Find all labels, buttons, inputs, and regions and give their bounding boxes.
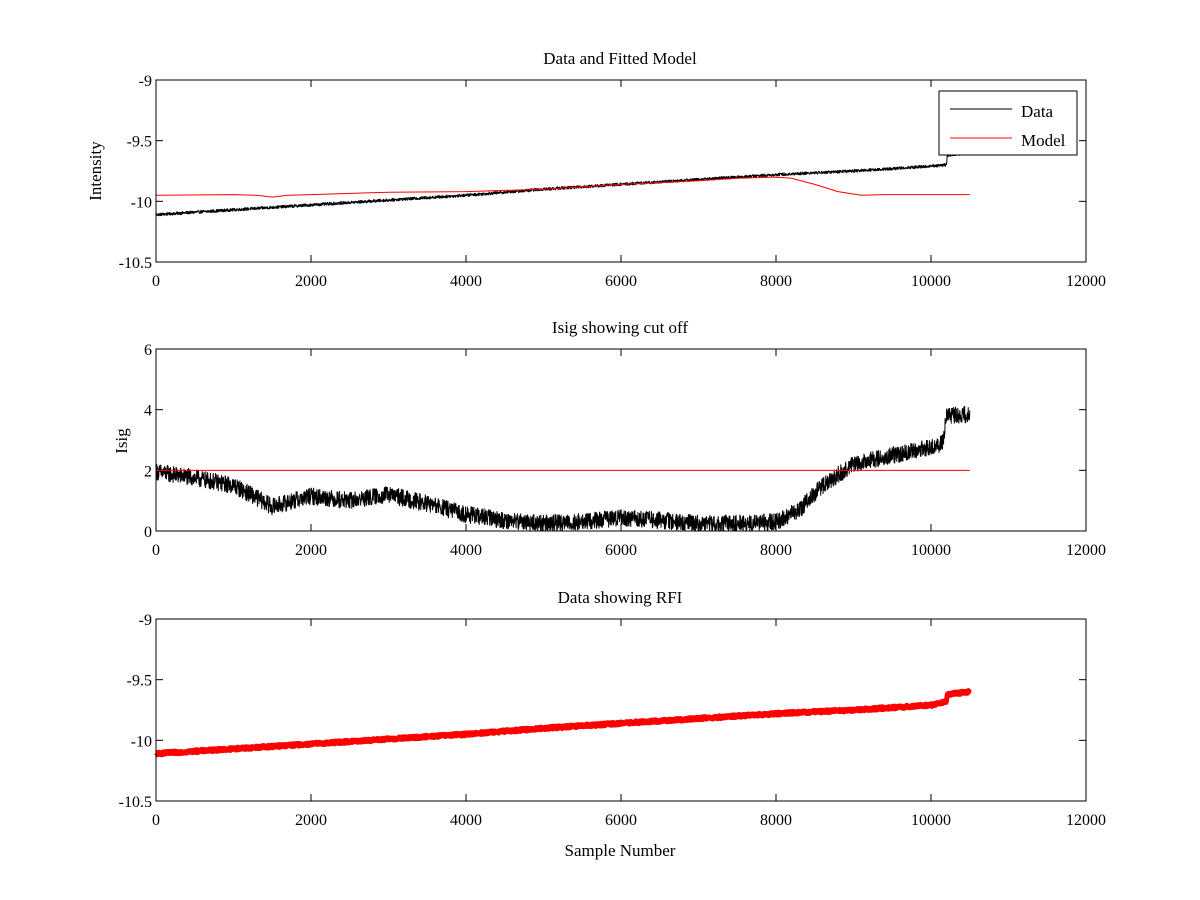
- panel-2-ticks: 0 2000 4000 6000 8000 10000 12000 0 2 4 6: [144, 342, 1106, 559]
- panel-1-xtick-label: 10000: [911, 273, 951, 290]
- panel-2: Isig showing cut off Isig 0 2000 4000 6000 8…: [112, 318, 1106, 559]
- panel-3-xlabel: Sample Number: [565, 841, 676, 860]
- panel-3-series: [153, 688, 972, 758]
- panel-1-ytick-label: -10.5: [119, 255, 152, 272]
- panel-2-ytick-label: 2: [144, 463, 152, 480]
- panel-1-ytick-label: -10: [131, 194, 152, 211]
- legend-box: [938, 90, 1078, 156]
- panel-3: Data showing RFI Sample Number 0 2000 4000…: [119, 588, 1106, 860]
- panel-1-ticks: 0 2000 4000 6000 8000 10000 12000 -10.5 -10 -9.5 -…: [119, 73, 1106, 290]
- panel-3-xtick-label: 10000: [911, 812, 951, 829]
- panel-1-xtick-label: 8000: [760, 273, 792, 290]
- panel-1: Data and Fitted Model Intensity 0 2000 400…: [86, 49, 1106, 290]
- panel-2-xtick-label: 12000: [1066, 542, 1106, 559]
- panel-2-title: Isig showing cut off: [552, 318, 688, 337]
- panel-2-xtick-label: 10000: [911, 542, 951, 559]
- panel-2-ytick-label: 6: [144, 342, 152, 359]
- legend: Data Model: [938, 90, 1078, 156]
- panel-2-ylabel: Isig: [112, 428, 131, 454]
- panel-2-ytick-label: 4: [144, 403, 152, 420]
- panel-1-ytick-label: -9.5: [127, 134, 152, 151]
- panel-1-series-model: [155, 176, 970, 198]
- panel-1-title: Data and Fitted Model: [543, 49, 697, 68]
- panel-2-series: [155, 405, 971, 532]
- panel-3-xtick-label: 2000: [295, 812, 327, 829]
- panel-3-xtick-label: 0: [152, 812, 160, 829]
- panel-3-series-rfi-data: [153, 688, 972, 758]
- panel-1-series-data: [155, 151, 971, 217]
- panel-3-xtick-label: 6000: [605, 812, 637, 829]
- panel-3-xtick-label: 4000: [450, 812, 482, 829]
- panel-1-xtick-label: 4000: [450, 273, 482, 290]
- panel-3-xtick-label: 12000: [1066, 812, 1106, 829]
- panel-3-ytick-label: -9.5: [127, 673, 152, 690]
- panel-2-axes-box: [155, 348, 1087, 532]
- panel-2-ytick-label: 0: [144, 524, 152, 541]
- panel-1-xtick-label: 2000: [295, 273, 327, 290]
- panel-3-ytick-label: -10.5: [119, 794, 152, 811]
- legend-label-data: Data: [1021, 102, 1054, 121]
- panel-3-title: Data showing RFI: [558, 588, 683, 607]
- panel-3-xtick-label: 8000: [760, 812, 792, 829]
- panel-1-series: [155, 151, 971, 217]
- panel-1-xtick-label: 12000: [1066, 273, 1106, 290]
- panel-1-xtick-label: 6000: [605, 273, 637, 290]
- panel-2-xtick-label: 0: [152, 542, 160, 559]
- panel-1-axes-box: [155, 79, 1087, 263]
- panel-3-ytick-label: -10: [131, 733, 152, 750]
- panel-3-ytick-label: -9: [139, 612, 152, 629]
- legend-label-model: Model: [1021, 131, 1066, 150]
- panel-2-xtick-label: 2000: [295, 542, 327, 559]
- panel-3-axes-box: [155, 618, 1087, 802]
- panel-2-xtick-label: 6000: [605, 542, 637, 559]
- panel-1-ylabel: Intensity: [86, 141, 105, 201]
- panel-2-xtick-label: 4000: [450, 542, 482, 559]
- panel-2-xtick-label: 8000: [760, 542, 792, 559]
- panel-1-xtick-label: 0: [152, 273, 160, 290]
- panel-2-series-isig: [155, 405, 971, 532]
- panel-1-ytick-label: -9: [139, 73, 152, 90]
